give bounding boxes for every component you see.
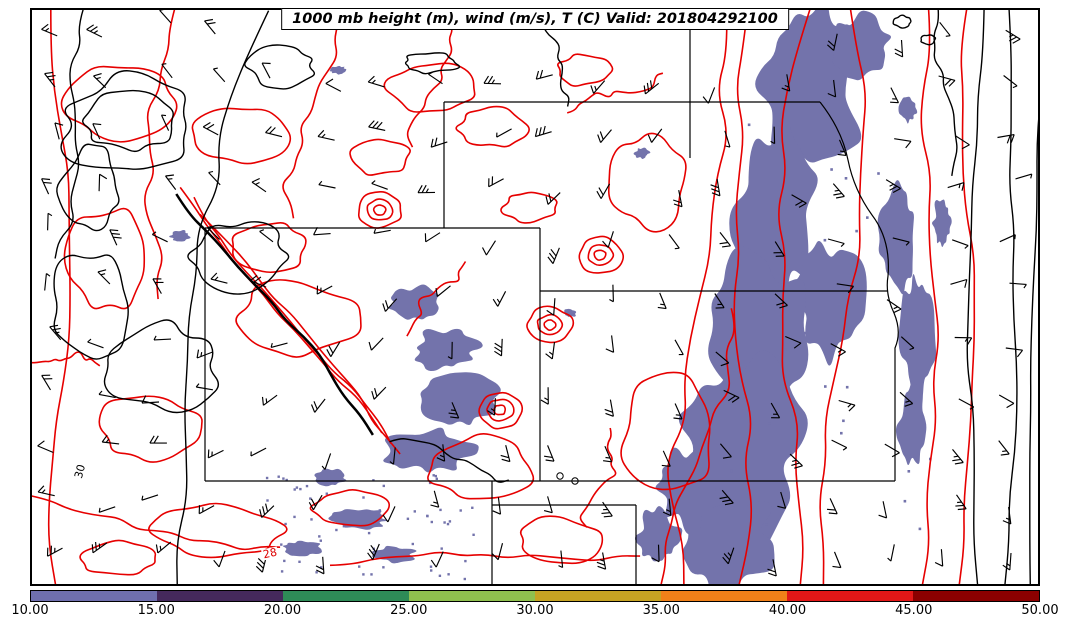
colorbar-tick: 35.00 [642, 603, 680, 618]
colorbar-segment-15-20 [157, 591, 283, 601]
wind-barbs [37, 8, 1033, 577]
colorbar-tick: 10.00 [11, 603, 49, 618]
height-contours [53, 8, 1040, 586]
colorbar-segment-30-35 [535, 591, 661, 601]
colorbar-segment-10-15 [31, 591, 157, 601]
temperature-contours [30, 8, 976, 586]
shaded-field [169, 8, 952, 586]
map-frame [30, 8, 1040, 586]
colorbar-segment-25-30 [409, 591, 535, 601]
colorbar-segment-40-45 [787, 591, 913, 601]
colorbar-tick: 15.00 [137, 603, 175, 618]
colorbar-tick: 25.00 [390, 603, 428, 618]
plot-title: 1000 mb height (m), wind (m/s), T (C) Va… [281, 8, 789, 30]
colorbar-segment-45-50 [913, 591, 1039, 601]
colorbar-segment-20-25 [283, 591, 409, 601]
colorbar-tick: 50.00 [1021, 603, 1059, 618]
colorbar-tick: 20.00 [263, 603, 302, 618]
colorbar [30, 590, 1040, 602]
colorbar-segment-35-40 [661, 591, 787, 601]
weather-map-canvas [30, 8, 1040, 586]
state-borders [204, 8, 899, 586]
colorbar-tick: 45.00 [895, 603, 933, 618]
colorbar-tick: 30.00 [516, 603, 554, 618]
temperature-contour-label: 28 [261, 545, 279, 562]
colorbar-tick: 40.00 [768, 603, 807, 618]
map-plot-area: 1000 mb height (m), wind (m/s), T (C) Va… [30, 8, 1040, 586]
